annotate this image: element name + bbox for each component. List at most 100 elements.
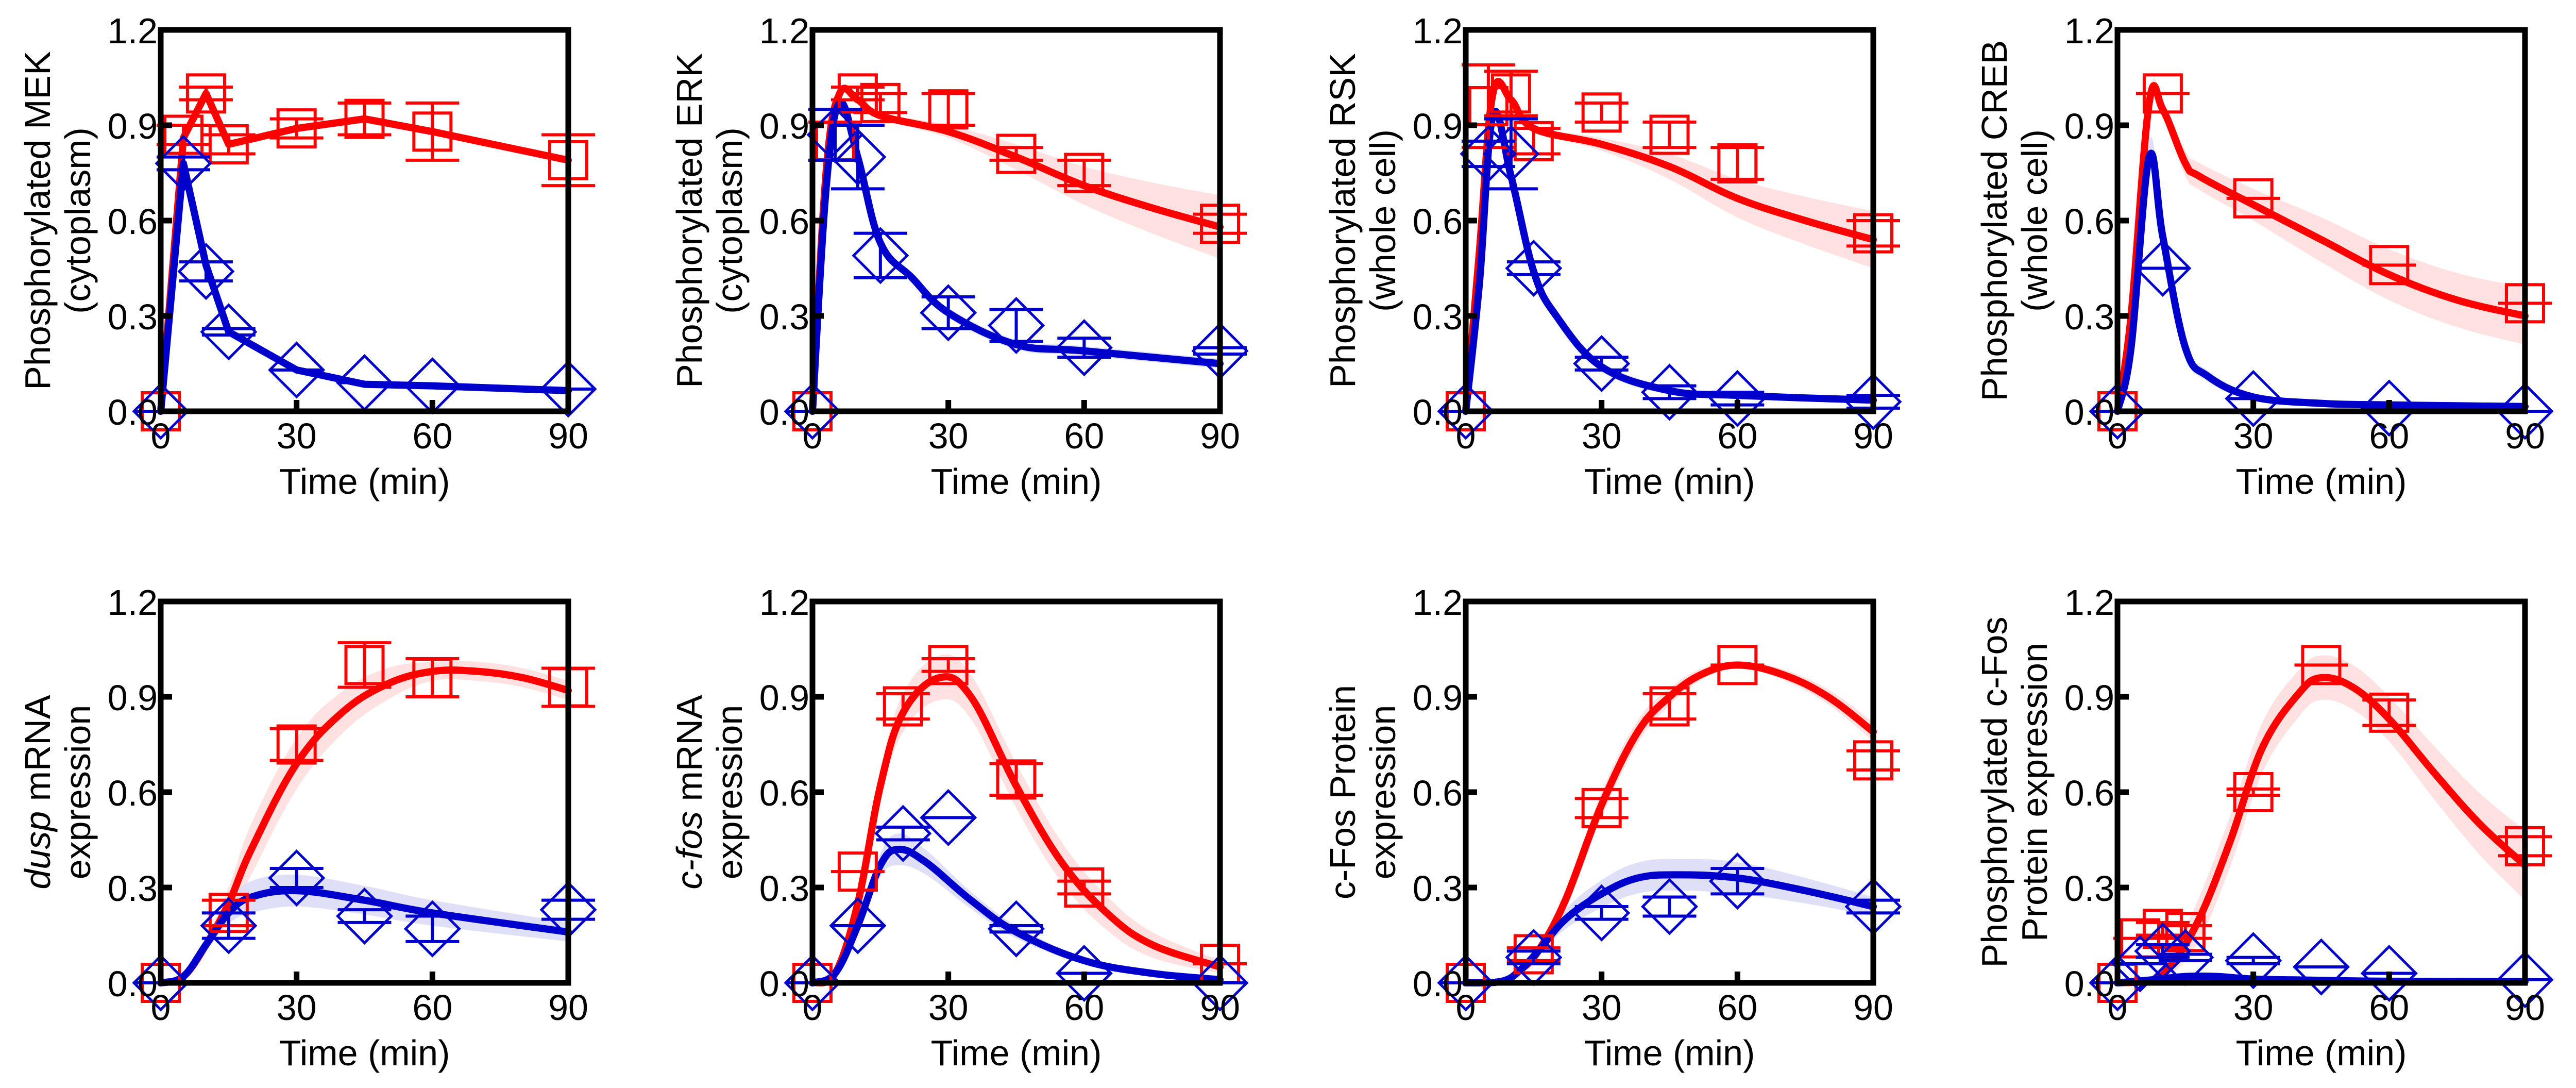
- y-tick-label: 1.2: [108, 582, 158, 623]
- panel-p-dusp: 0.0 0.3 0.6 0.9 1.2 0 30 60 90 Time (min) dusp mRN…: [18, 582, 597, 1073]
- data-point-diamond: [2225, 932, 2282, 990]
- data-point-diamond: [1573, 884, 1631, 942]
- x-tick-label: 30: [277, 416, 317, 456]
- data-point-square: [2301, 645, 2342, 685]
- data-point-diamond: [1573, 334, 1631, 393]
- y-tick-label: 1.2: [2064, 582, 2114, 623]
- panel-p-cfos-protein: 0.0 0.3 0.6 0.9 1.2 0 30 60 90 Time (min) c-Fos Pr…: [1323, 582, 1902, 1073]
- data-point-square: [276, 108, 317, 149]
- data-point-diamond: [1055, 944, 1113, 1002]
- y-tick-label: 0.3: [1413, 868, 1463, 909]
- y-tick-label: 0.6: [759, 202, 809, 242]
- x-tick-label: 90: [548, 416, 588, 456]
- data-point-square: [1717, 645, 1758, 685]
- data-point-square: [1490, 73, 1531, 114]
- data-point-square: [996, 133, 1037, 174]
- model-curve-red: [157, 666, 572, 986]
- data-point-diamond: [2111, 935, 2169, 993]
- y-axis-title-line: Phosphorylated CREB: [1974, 40, 2014, 401]
- data-point-diamond: [2360, 379, 2418, 437]
- y-tick-label: 0.9: [108, 678, 158, 718]
- y-tick-label: 0.6: [2064, 202, 2114, 242]
- panel-p-erk: 0.0 0.3 0.6 0.9 1.2 0 30 60 90 Time (min) Phosphor…: [669, 11, 1249, 501]
- data-point-square: [883, 686, 923, 727]
- data-point-square: [996, 759, 1037, 800]
- x-tick-label: 60: [2369, 416, 2409, 456]
- y-axis-title-italic: c-fos: [669, 811, 709, 890]
- y-tick-label: 0.9: [759, 678, 809, 718]
- y-tick-label: 0.3: [108, 297, 158, 337]
- y-tick-label: 1.2: [108, 11, 158, 51]
- model-curve-blue: [809, 845, 1224, 986]
- data-point-diamond: [2292, 938, 2350, 996]
- model-curve-blue: [157, 160, 572, 415]
- y-tick-label: 0.0: [759, 392, 809, 432]
- y-tick-label: 0.3: [2064, 868, 2114, 909]
- data-point-diamond: [784, 382, 841, 440]
- y-tick-label: 0.0: [2064, 392, 2114, 432]
- panel-p-creb: 0.0 0.3 0.6 0.9 1.2 0 30 60 90 Time (min) Phosphor…: [1974, 11, 2554, 501]
- data-point-square: [1513, 934, 1554, 975]
- data-point-diamond: [2496, 382, 2554, 440]
- data-point-square: [2369, 245, 2410, 286]
- x-tick-label: 0: [803, 987, 823, 1028]
- y-axis-title-rest: mRNA: [669, 695, 709, 811]
- x-axis-title: Time (min): [279, 461, 450, 501]
- y-axis-title-line: (whole cell): [2014, 129, 2055, 312]
- y-tick-label: 0.0: [2064, 964, 2114, 1004]
- y-tick-label: 0.3: [1413, 297, 1463, 337]
- y-tick-label: 0.0: [759, 964, 809, 1004]
- confidence-band-red: [161, 661, 568, 983]
- y-tick-label: 1.2: [1413, 582, 1463, 623]
- x-tick-label: 60: [412, 987, 452, 1028]
- y-tick-label: 0.0: [108, 392, 158, 432]
- data-point-square: [837, 851, 878, 892]
- panel-p-rsk: 0.0 0.3 0.6 0.9 1.2 0 30 60 90 Time (min) Phosphor…: [1323, 11, 1902, 501]
- y-axis-title-line: (whole cell): [1363, 129, 1403, 312]
- data-point-diamond: [829, 897, 887, 955]
- x-tick-label: 90: [1853, 416, 1893, 456]
- data-point-diamond: [1505, 239, 1563, 297]
- x-axis-title: Time (min): [931, 461, 1102, 501]
- x-tick-label: 30: [928, 416, 969, 456]
- data-point-diamond: [1844, 373, 1902, 431]
- y-tick-label: 0.6: [1413, 202, 1463, 242]
- x-tick-label: 30: [2233, 416, 2274, 456]
- x-axis-title: Time (min): [1584, 461, 1755, 501]
- x-tick-label: 60: [1064, 987, 1104, 1028]
- model-curve-red: [157, 90, 572, 415]
- y-tick-label: 1.2: [759, 11, 809, 51]
- data-point-diamond: [2225, 370, 2282, 427]
- model-curve-blue: [2114, 149, 2529, 415]
- data-point-diamond: [1460, 125, 1517, 183]
- y-tick-label: 1.2: [1413, 11, 1463, 51]
- x-tick-label: 30: [2233, 987, 2274, 1028]
- confidence-band-red: [2117, 78, 2525, 412]
- y-tick-label: 1.2: [759, 582, 809, 623]
- data-point-square: [928, 645, 969, 685]
- data-point-diamond: [177, 243, 235, 300]
- y-tick-label: 0.6: [759, 773, 809, 813]
- data-point-square: [276, 724, 317, 765]
- x-tick-label: 0: [1456, 416, 1476, 456]
- data-point-square: [412, 111, 453, 152]
- data-point-diamond: [132, 382, 190, 440]
- data-point-diamond: [1482, 125, 1540, 183]
- y-tick-label: 0.6: [108, 773, 158, 813]
- x-tick-label: 90: [1853, 987, 1893, 1028]
- data-point-diamond: [987, 296, 1045, 355]
- confidence-band-blue: [812, 833, 1220, 983]
- data-point-diamond: [784, 954, 841, 1012]
- data-point-diamond: [1640, 878, 1699, 935]
- x-tick-label: 60: [1717, 416, 1757, 456]
- y-axis-title-line: Protein expression: [2014, 643, 2055, 942]
- data-point-square: [1649, 114, 1690, 155]
- confidence-band-red: [2117, 655, 2525, 984]
- data-point-square: [185, 73, 226, 114]
- data-point-square: [1649, 686, 1690, 727]
- data-point-square: [1581, 92, 1622, 133]
- x-tick-label: 30: [277, 987, 317, 1028]
- data-point-square: [2142, 73, 2183, 114]
- y-axis-title-line: (cytoplasm): [58, 127, 98, 314]
- data-point-diamond: [829, 128, 887, 186]
